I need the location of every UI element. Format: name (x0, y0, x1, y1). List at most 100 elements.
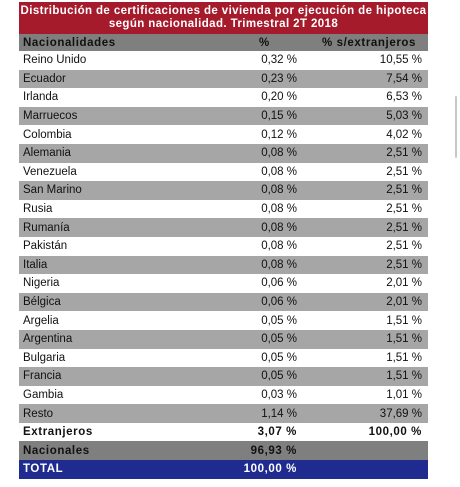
country-percent: 0,12 % (261, 128, 297, 141)
country-percent: 0,05 % (261, 351, 297, 364)
country-percent-ext: 5,03 % (386, 110, 422, 123)
table-row: Rusia 0,08 % 2,51 % (19, 199, 428, 219)
header-nacionalidades: Nacionalidades (23, 36, 116, 49)
country-percent-ext: 2,51 % (386, 147, 422, 160)
table-row: Bulgaria 0,05 % 1,51 % (19, 348, 428, 368)
country-percent: 0,08 % (261, 165, 297, 178)
country-name: Ecuador (23, 72, 66, 85)
country-percent-ext: 1,51 % (386, 333, 422, 346)
table-row: Venezuela 0,08 % 2,51 % (19, 162, 428, 182)
table-row: Nigeria 0,06 % 2,01 % (19, 274, 428, 293)
country-name: Resto (23, 407, 54, 420)
header-percent: % (259, 36, 270, 49)
table-row: Irlanda 0,20 % 6,53 % (19, 88, 428, 107)
table-title-line-1: Distribución de certificaciones de vivie… (20, 5, 427, 17)
country-name: Francia (23, 370, 62, 383)
extranjeros-label: Extranjeros (23, 426, 93, 439)
country-percent: 0,08 % (261, 147, 297, 160)
country-name: San Marino (23, 184, 82, 197)
table-row: Italia 0,08 % 2,51 % (19, 255, 428, 275)
country-name: Argelia (23, 314, 59, 327)
country-name: Nigeria (23, 277, 60, 290)
table-title: Distribución de certificaciones de vivie… (19, 2, 428, 34)
country-percent-ext: 2,51 % (386, 240, 422, 253)
mortgage-certifications-table: Distribución de certificaciones de vivie… (19, 2, 428, 479)
country-percent: 0,06 % (261, 277, 297, 290)
country-name: Bulgaria (23, 351, 66, 364)
nacionales-percent: 96,93 % (250, 444, 297, 457)
country-percent-ext: 37,69 % (379, 407, 422, 420)
country-name: Venezuela (23, 165, 77, 178)
country-percent-ext: 7,54 % (386, 72, 422, 85)
country-percent: 0,08 % (261, 221, 297, 234)
extranjeros-percent: 3,07 % (257, 426, 297, 439)
country-percent: 0,20 % (261, 91, 297, 104)
scrollbar[interactable] (455, 96, 457, 158)
total-label: TOTAL (23, 463, 64, 476)
table-row: Alemania 0,08 % 2,51 % (19, 143, 428, 163)
country-percent: 0,05 % (261, 333, 297, 346)
country-percent-ext: 2,51 % (386, 203, 422, 216)
table-row: Pakistán 0,08 % 2,51 % (19, 236, 428, 256)
country-percent: 0,03 % (261, 388, 297, 401)
country-percent: 0,06 % (261, 296, 297, 309)
country-percent-ext: 1,01 % (386, 388, 422, 401)
table-row: Marruecos 0,15 % 5,03 % (19, 106, 428, 126)
country-percent-ext: 2,01 % (386, 296, 422, 309)
extranjeros-percent-ext: 100,00 % (368, 426, 422, 439)
country-name: Rusia (23, 203, 53, 216)
country-name: Rumanía (23, 221, 70, 234)
country-percent: 1,14 % (261, 407, 297, 420)
table-title-line-2: según nacionalidad. Trimestral 2T 2018 (108, 18, 339, 30)
country-name: Colombia (23, 128, 72, 141)
country-name: Bélgica (23, 296, 61, 309)
country-percent-ext: 2,01 % (386, 277, 422, 290)
row-nacionales: Nacionales 96,93 % (19, 441, 428, 461)
table-row: Argentina 0,05 % 1,51 % (19, 329, 428, 349)
table-row: Gambia 0,03 % 1,01 % (19, 385, 428, 405)
nacionales-label: Nacionales (23, 444, 90, 457)
table-row: Colombia 0,12 % 4,02 % (19, 125, 428, 144)
country-percent: 0,15 % (261, 110, 297, 123)
country-percent-ext: 1,51 % (386, 314, 422, 327)
country-name: Argentina (23, 333, 73, 346)
country-name: Irlanda (23, 91, 59, 104)
country-percent-ext: 1,51 % (386, 370, 422, 383)
country-percent: 0,32 % (261, 54, 297, 67)
table-row: San Marino 0,08 % 2,51 % (19, 181, 428, 200)
table-row: Resto 1,14 % 37,69 % (19, 404, 428, 423)
country-name: Reino Unido (23, 54, 87, 67)
table-row: Ecuador 0,23 % 7,54 % (19, 69, 428, 89)
country-percent: 0,08 % (261, 258, 297, 271)
country-percent-ext: 2,51 % (386, 258, 422, 271)
country-percent-ext: 2,51 % (386, 221, 422, 234)
country-percent-ext: 10,55 % (379, 54, 422, 67)
table-body: Reino Unido 0,32 % 10,55 % Ecuador 0,23 % 7,5… (19, 51, 428, 423)
country-percent: 0,05 % (261, 370, 297, 383)
table-header-row: Nacionalidades % % s/extranjeros (19, 34, 428, 51)
table-row: Bélgica 0,06 % 2,01 % (19, 292, 428, 312)
row-extranjeros: Extranjeros 3,07 % 100,00 % (19, 422, 428, 442)
table-row: Argelia 0,05 % 1,51 % (19, 311, 428, 330)
country-name: Italia (23, 258, 48, 271)
total-percent: 100,00 % (243, 463, 297, 476)
country-name: Alemania (23, 147, 71, 160)
country-percent-ext: 2,51 % (386, 184, 422, 197)
table-row: Rumanía 0,08 % 2,51 % (19, 218, 428, 237)
country-percent: 0,08 % (261, 203, 297, 216)
country-percent: 0,05 % (261, 314, 297, 327)
country-name: Gambia (23, 388, 64, 401)
row-total: TOTAL 100,00 % (19, 460, 428, 479)
country-name: Marruecos (23, 110, 78, 123)
country-percent: 0,08 % (261, 184, 297, 197)
country-percent-ext: 2,51 % (386, 165, 422, 178)
country-name: Pakistán (23, 240, 68, 253)
country-percent: 0,23 % (261, 72, 297, 85)
country-percent-ext: 6,53 % (386, 91, 422, 104)
country-percent-ext: 4,02 % (386, 128, 422, 141)
header-percent-extranjeros: % s/extranjeros (322, 36, 417, 49)
table-row: Francia 0,05 % 1,51 % (19, 367, 428, 386)
country-percent: 0,08 % (261, 240, 297, 253)
table-row: Reino Unido 0,32 % 10,55 % (19, 51, 428, 70)
